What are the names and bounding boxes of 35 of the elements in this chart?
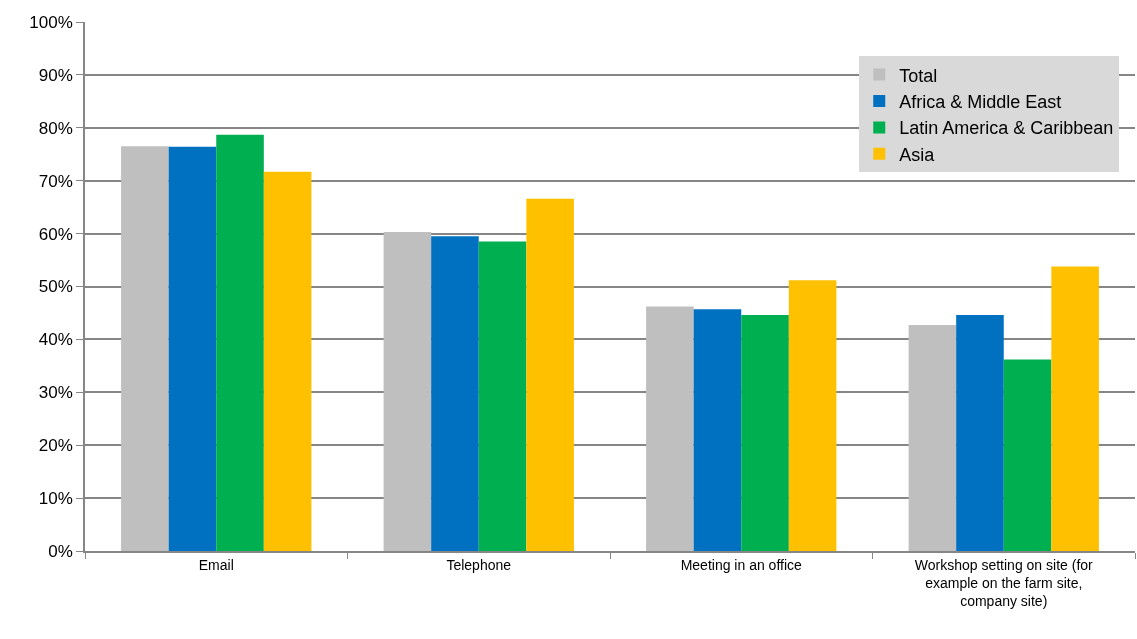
x-tick-label: Meeting in an office [680,556,803,573]
y-tick-label: 100% [29,12,73,32]
x-tick-label: Telephone [446,556,512,573]
bar [646,306,694,551]
bar [741,315,789,551]
bar [431,236,479,551]
bar [908,325,957,551]
x-tick-label: Email [198,556,234,573]
bar [693,309,742,551]
legend-label: Africa & Middle East [899,92,1062,112]
bar [263,171,312,551]
bar [168,146,217,551]
bar [1051,266,1099,551]
y-tick-label: 40% [38,330,73,350]
x-tick-label: Workshop setting on site (for example on the farm site, company site) [914,556,1094,609]
bar [788,280,837,551]
bar [121,146,169,551]
y-tick-label: 0% [48,541,73,561]
y-tick-label: 90% [38,65,73,85]
bar [478,241,527,551]
bar [383,232,432,551]
y-tick-label: 50% [38,277,73,297]
legend-label: Asia [899,144,936,165]
y-tick-label: 30% [38,383,73,403]
bar [216,134,264,551]
y-tick-label: 70% [38,171,73,191]
bar [1003,359,1052,551]
y-tick-label: 20% [38,436,73,456]
y-tick-label: 60% [38,224,73,244]
legend-label: Latin America & Caribbean [899,118,1114,139]
bar [526,198,574,551]
y-tick-label: 10% [38,489,73,509]
bar [956,315,1004,551]
legend-label: Total [899,65,938,86]
y-tick-label: 80% [38,118,73,138]
